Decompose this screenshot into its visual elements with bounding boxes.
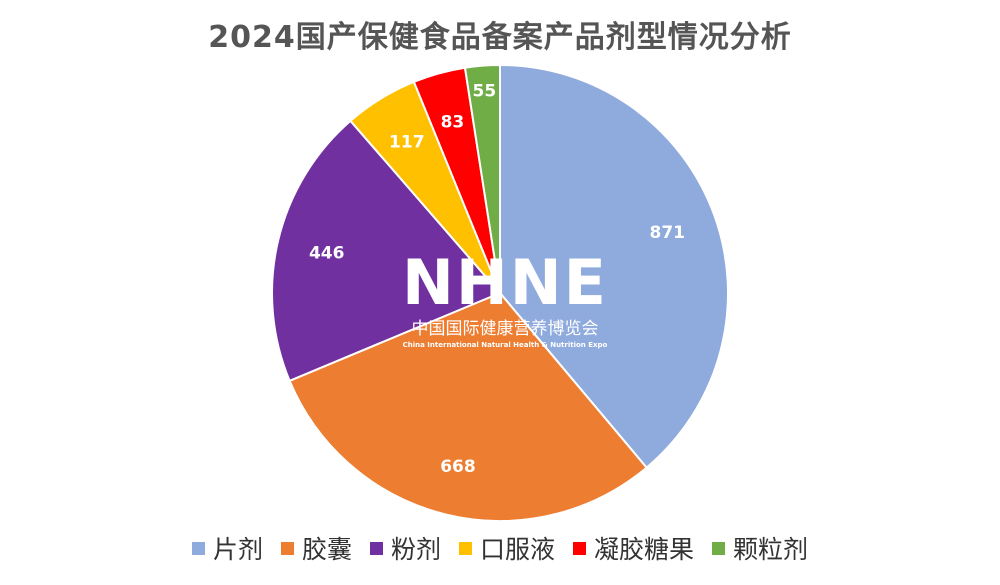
legend-label: 粉剂 [390, 535, 441, 564]
legend-label: 颗粒剂 [733, 535, 809, 564]
pie-slice-片剂 [499, 63, 729, 470]
legend-item-片剂: 片剂 [191, 530, 263, 566]
data-label-胶囊: 668 [440, 457, 476, 477]
legend-label: 胶囊 [301, 535, 352, 564]
legend-item-粉剂: 粉剂 [369, 530, 441, 566]
legend-label: 片剂 [212, 535, 263, 564]
pie-slice-粉剂 [271, 119, 502, 383]
pie-slice-颗粒剂 [463, 63, 501, 294]
legend-swatch [369, 541, 383, 555]
data-label-口服液: 117 [389, 132, 425, 152]
legend-swatch [280, 541, 294, 555]
data-label-粉剂: 446 [309, 243, 345, 263]
chart-title: 2024国产保健食品备案产品剂型情况分析 [208, 20, 792, 55]
legend-item-胶囊: 胶囊 [280, 530, 352, 566]
pie-slice-胶囊 [288, 291, 649, 522]
watermark-logo: NHNE [401, 246, 609, 319]
chart-legend: 片剂 胶囊 粉剂 口服液 凝胶糖果 颗粒剂 [0, 528, 1000, 568]
legend-item-颗粒剂: 颗粒剂 [712, 530, 808, 566]
legend-item-凝胶糖果: 凝胶糖果 [573, 530, 694, 566]
legend-swatch [573, 541, 587, 555]
nhne-watermark: NHNE 中国国际健康营养博览会 China International Nat… [395, 248, 615, 350]
data-label-颗粒剂: 55 [473, 82, 497, 102]
data-label-片剂: 871 [650, 223, 686, 243]
watermark-name-cn: 中国国际健康营养博览会 [411, 319, 599, 339]
legend-label: 口服液 [480, 535, 556, 564]
watermark-name-en: China International Natural Health & Nut… [402, 341, 608, 349]
legend-label: 凝胶糖果 [594, 535, 695, 564]
legend-item-口服液: 口服液 [459, 530, 555, 566]
legend-swatch [459, 541, 472, 555]
legend-swatch [191, 541, 205, 555]
legend-swatch [712, 541, 726, 555]
data-label-凝胶糖果: 83 [441, 112, 465, 132]
